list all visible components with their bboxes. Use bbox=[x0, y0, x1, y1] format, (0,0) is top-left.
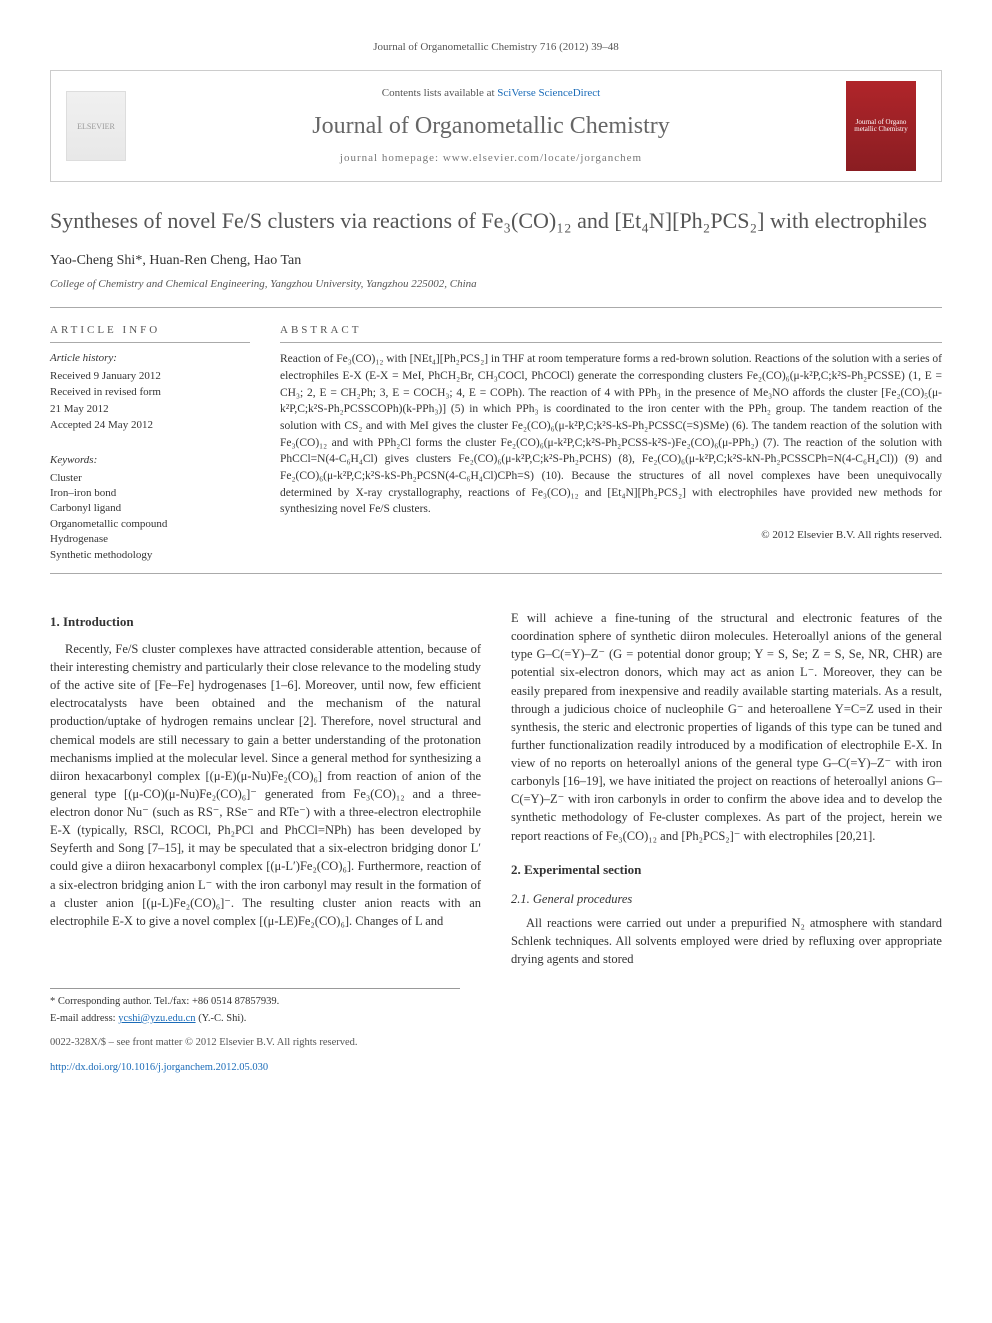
email-label: E-mail address: bbox=[50, 1013, 118, 1024]
info-abstract-row: ARTICLE INFO Article history: Received 9… bbox=[50, 323, 942, 563]
homepage-line: journal homepage: www.elsevier.com/locat… bbox=[136, 151, 846, 166]
journal-cover-container: Journal of Organo metallic Chemistry bbox=[846, 81, 926, 171]
article-title: Syntheses of novel Fe/S clusters via rea… bbox=[50, 207, 942, 236]
affiliation: College of Chemistry and Chemical Engine… bbox=[50, 277, 942, 292]
keywords-label: Keywords: bbox=[50, 453, 250, 468]
subsection-heading-general: 2.1. General procedures bbox=[511, 890, 942, 908]
intro-paragraph-1: Recently, Fe/S cluster complexes have at… bbox=[50, 640, 481, 930]
intro-paragraph-2: E will achieve a fine-tuning of the stru… bbox=[511, 609, 942, 845]
copyright: © 2012 Elsevier B.V. All rights reserved… bbox=[280, 528, 942, 543]
keyword: Hydrogenase bbox=[50, 532, 250, 547]
contents-prefix: Contents lists available at bbox=[382, 87, 497, 99]
abstract-text: Reaction of Fe₃(CO)₁₂ with [NEt₄][Ph₂PCS… bbox=[280, 351, 942, 518]
abstract-heading: ABSTRACT bbox=[280, 323, 942, 343]
revised-label: Received in revised form bbox=[50, 385, 250, 400]
journal-banner: ELSEVIER Contents lists available at Sci… bbox=[50, 70, 942, 182]
corresponding-author: * Corresponding author. Tel./fax: +86 05… bbox=[50, 995, 460, 1010]
doi-prefix: http://dx.doi.org/ bbox=[50, 1062, 121, 1073]
abstract: ABSTRACT Reaction of Fe₃(CO)₁₂ with [NEt… bbox=[280, 323, 942, 563]
keywords-block: Keywords: Cluster Iron–iron bond Carbony… bbox=[50, 453, 250, 563]
section-heading-experimental: 2. Experimental section bbox=[511, 861, 942, 880]
history-label: Article history: bbox=[50, 351, 250, 366]
email-link[interactable]: ycshi@yzu.edu.cn bbox=[118, 1013, 195, 1024]
page-header: Journal of Organometallic Chemistry 716 … bbox=[50, 40, 942, 55]
section-heading-intro: 1. Introduction bbox=[50, 613, 481, 632]
journal-name: Journal of Organometallic Chemistry bbox=[136, 110, 846, 144]
issn-line: 0022-328X/$ – see front matter © 2012 El… bbox=[50, 1036, 942, 1051]
email-line: E-mail address: ycshi@yzu.edu.cn (Y.-C. … bbox=[50, 1012, 460, 1027]
exp-paragraph: All reactions were carried out under a p… bbox=[511, 914, 942, 968]
doi-line: http://dx.doi.org/10.1016/j.jorganchem.2… bbox=[50, 1061, 942, 1076]
accepted-date: Accepted 24 May 2012 bbox=[50, 418, 250, 433]
keyword: Cluster bbox=[50, 471, 250, 486]
keyword: Synthetic methodology bbox=[50, 548, 250, 563]
separator bbox=[50, 307, 942, 308]
revised-date: 21 May 2012 bbox=[50, 402, 250, 417]
received-date: Received 9 January 2012 bbox=[50, 369, 250, 384]
banner-center: Contents lists available at SciVerse Sci… bbox=[136, 86, 846, 166]
homepage-prefix: journal homepage: bbox=[340, 152, 443, 164]
elsevier-logo: ELSEVIER bbox=[66, 91, 126, 161]
elsevier-logo-container: ELSEVIER bbox=[66, 91, 136, 161]
doi-value: 10.1016/j.jorganchem.2012.05.030 bbox=[121, 1062, 268, 1073]
sciencedirect-link[interactable]: SciVerse ScienceDirect bbox=[497, 87, 600, 99]
email-suffix: (Y.-C. Shi). bbox=[196, 1013, 247, 1024]
keyword: Organometallic compound bbox=[50, 517, 250, 532]
authors: Yao-Cheng Shi*, Huan-Ren Cheng, Hao Tan bbox=[50, 251, 942, 271]
body-columns: 1. Introduction Recently, Fe/S cluster c… bbox=[50, 609, 942, 968]
doi-link[interactable]: http://dx.doi.org/10.1016/j.jorganchem.2… bbox=[50, 1062, 268, 1073]
separator bbox=[50, 573, 942, 574]
journal-cover: Journal of Organo metallic Chemistry bbox=[846, 81, 916, 171]
contents-line: Contents lists available at SciVerse Sci… bbox=[136, 86, 846, 101]
keyword: Iron–iron bond bbox=[50, 486, 250, 501]
article-info-heading: ARTICLE INFO bbox=[50, 323, 250, 343]
footnote-block: * Corresponding author. Tel./fax: +86 05… bbox=[50, 988, 460, 1026]
article-info: ARTICLE INFO Article history: Received 9… bbox=[50, 323, 250, 563]
homepage-url[interactable]: www.elsevier.com/locate/jorganchem bbox=[443, 152, 642, 164]
keyword: Carbonyl ligand bbox=[50, 501, 250, 516]
